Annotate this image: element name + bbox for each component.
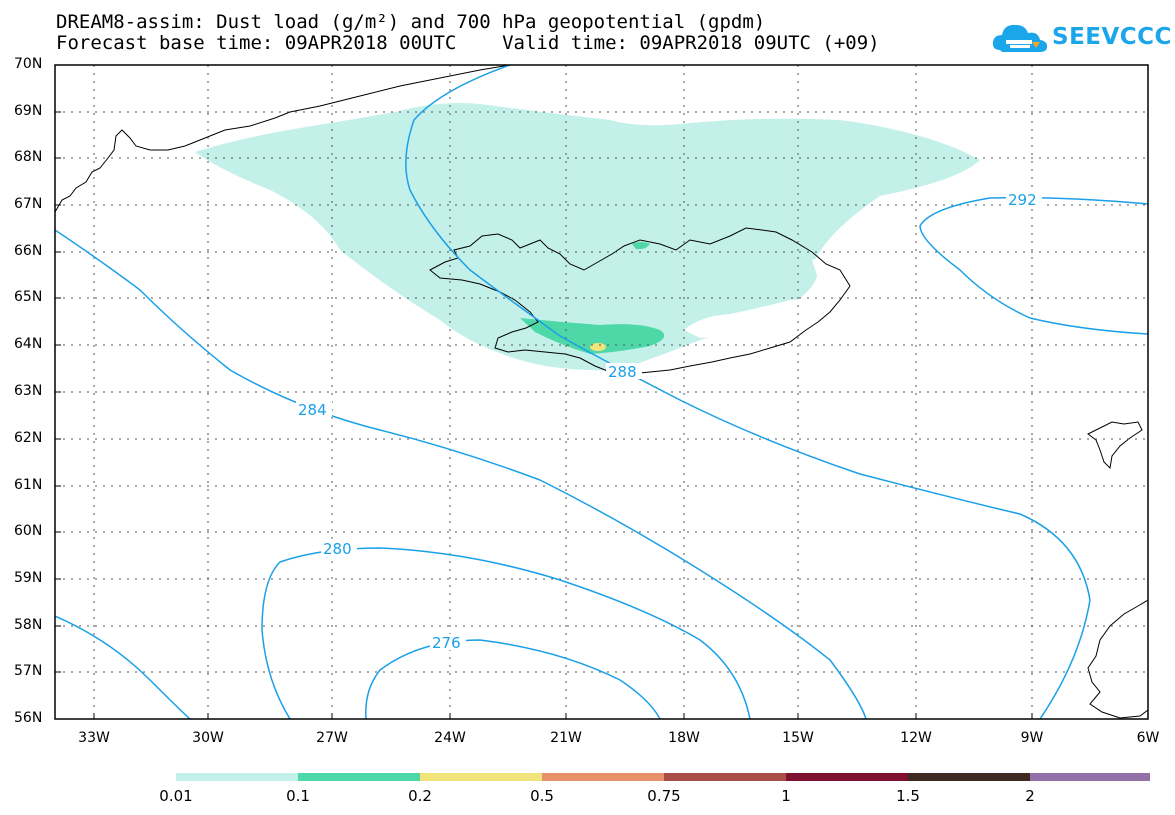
lat-label: 64N (14, 336, 43, 352)
colorbar-label: 2 (1025, 787, 1035, 805)
colorbar-label: 1.5 (896, 787, 920, 805)
contour-label-292: 292 (1008, 191, 1037, 209)
contour-label-276: 276 (432, 634, 461, 652)
contour-label-280: 280 (323, 540, 352, 558)
colorbar-label: 0.01 (159, 787, 193, 805)
tick-marks (55, 64, 1033, 719)
faroe-coast (1087, 421, 1143, 470)
lat-label: 67N (14, 196, 43, 212)
colorbar-swatch (542, 773, 664, 781)
lon-label: 18W (668, 730, 700, 746)
colorbar-label: 1 (781, 787, 791, 805)
iceland-coast (429, 227, 851, 375)
lat-label: 59N (14, 570, 43, 586)
colorbar-swatch (420, 773, 542, 781)
gridlines (55, 65, 1148, 719)
lon-label: 27W (316, 730, 348, 746)
lat-label: 61N (14, 477, 43, 493)
lon-label: 6W (1136, 730, 1160, 746)
dust-area-0-2 (590, 343, 606, 351)
logo-text: SEEVCCC (1052, 24, 1172, 50)
map-title: DREAM8-assim: Dust load (g/m²) and 700 h… (56, 11, 766, 33)
greenland-coast (55, 65, 511, 213)
contour-284-west (55, 615, 191, 719)
lat-label: 70N (14, 56, 43, 72)
dust-area-0-1-north (632, 242, 650, 250)
contour-288 (405, 65, 1091, 719)
lat-label: 60N (14, 523, 43, 539)
lat-label: 58N (14, 617, 43, 633)
lat-label: 63N (14, 383, 43, 399)
lat-label: 69N (14, 103, 43, 119)
scotland-coast (1087, 599, 1148, 719)
colorbar-label: 0.1 (286, 787, 310, 805)
lat-label: 57N (14, 663, 43, 679)
contour-284 (55, 229, 867, 719)
map-subtitle: Forecast base time: 09APR2018 00UTC Vali… (56, 32, 880, 54)
seevccc-logo: SEEVCCC (992, 18, 1171, 58)
colorbar-label: 0.75 (647, 787, 681, 805)
contour-label-284: 284 (298, 401, 327, 419)
colorbar-swatch (1030, 773, 1150, 781)
dust-area-0-1 (520, 318, 665, 354)
colorbar-label: 0.5 (530, 787, 554, 805)
contour-280 (261, 547, 751, 719)
colorbar-swatch (908, 773, 1030, 781)
lat-label: 66N (14, 243, 43, 259)
colorbar-label: 0.2 (408, 787, 432, 805)
lon-label: 9W (1020, 730, 1044, 746)
lat-label: 56N (14, 710, 43, 726)
lat-label: 68N (14, 149, 43, 165)
lat-label: 65N (14, 289, 43, 305)
dust-gap-east (812, 258, 836, 279)
lon-label: 33W (78, 730, 110, 746)
contour-276 (365, 639, 661, 719)
lon-label: 12W (900, 730, 932, 746)
dust-gap (684, 299, 820, 338)
contour-label-288: 288 (608, 363, 637, 381)
lon-label: 30W (192, 730, 224, 746)
lon-label: 21W (550, 730, 582, 746)
lon-label: 24W (434, 730, 466, 746)
colorbar-swatch (786, 773, 908, 781)
colorbar-swatch (664, 773, 786, 781)
cloud-icon (992, 24, 1048, 52)
contour-292 (919, 196, 1148, 335)
lat-label: 62N (14, 430, 43, 446)
lon-label: 15W (782, 730, 814, 746)
colorbar-swatch (298, 773, 420, 781)
colorbar-swatch (176, 773, 298, 781)
